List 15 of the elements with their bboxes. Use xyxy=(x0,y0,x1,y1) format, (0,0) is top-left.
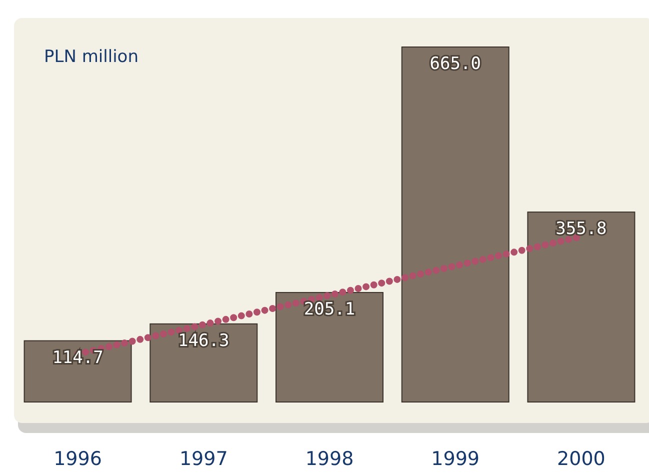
data-label: 355.8 xyxy=(556,219,607,240)
x-tick-label: 2000 xyxy=(557,448,606,470)
data-label: 665.0 xyxy=(430,54,481,74)
data-label: 114.7 xyxy=(52,348,104,368)
bar xyxy=(401,46,510,402)
data-label: 146.3 xyxy=(178,330,230,351)
bar xyxy=(276,292,384,402)
x-tick-label: 1997 xyxy=(179,448,228,470)
x-tick-label: 1999 xyxy=(431,448,480,470)
bar xyxy=(150,323,258,402)
y-axis-title: PLN million xyxy=(44,47,138,67)
bar xyxy=(527,212,636,402)
x-tick-label: 1998 xyxy=(305,448,354,470)
data-label: 205.1 xyxy=(304,300,356,320)
x-tick-label: 1996 xyxy=(54,448,102,470)
